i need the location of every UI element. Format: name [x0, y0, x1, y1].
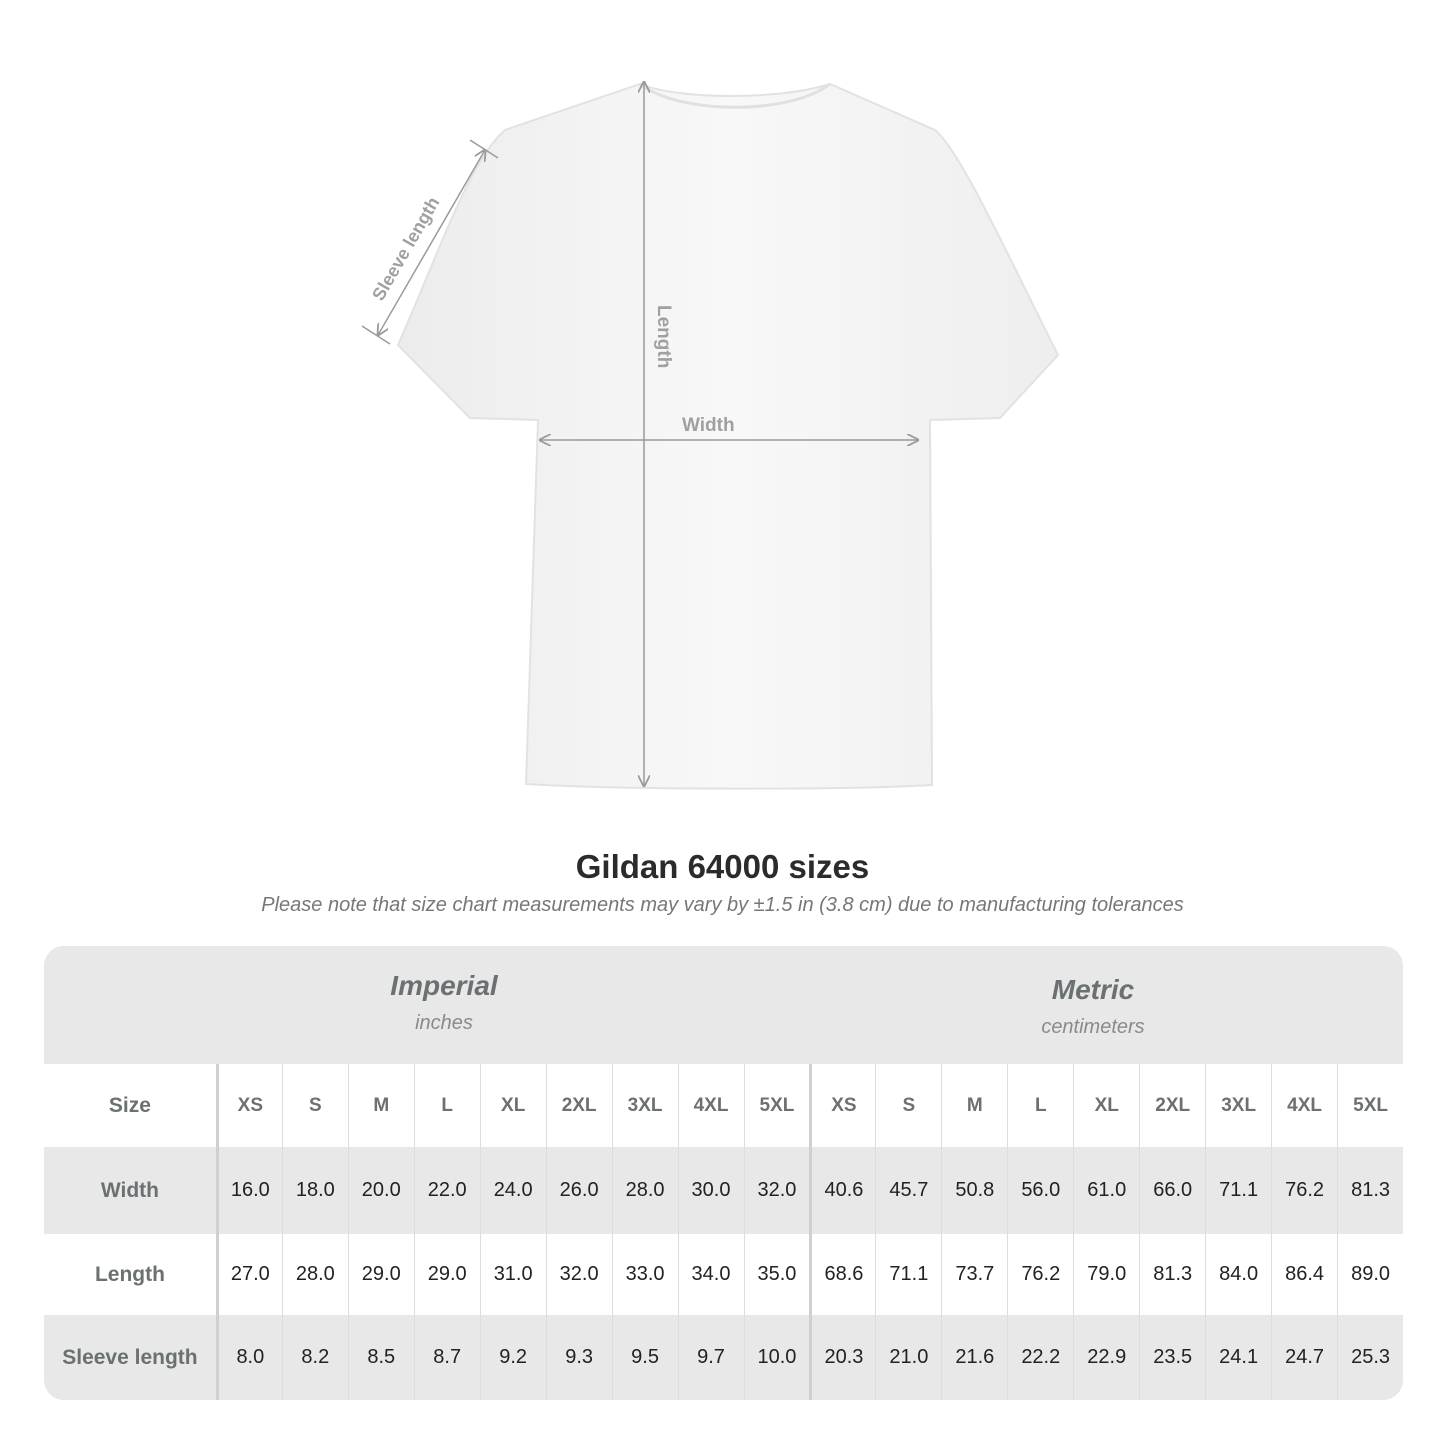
imperial-size-XS: XS [215, 1064, 282, 1147]
imperial-value: 35.0 [743, 1234, 810, 1315]
metric-value: 20.3 [809, 1315, 875, 1400]
metric-unit: centimeters [1041, 1016, 1145, 1038]
metric-value: 71.1 [1205, 1147, 1271, 1234]
imperial-value: 8.7 [413, 1315, 480, 1400]
table-header-band: Imperial inches Metric centimeters [44, 946, 1403, 1064]
row-label: Length [94, 1262, 165, 1286]
imperial-value: 32.0 [545, 1234, 612, 1315]
metric-value: 81.3 [1139, 1234, 1205, 1315]
metric-value: 24.1 [1205, 1315, 1271, 1400]
metric-value: 45.7 [875, 1147, 941, 1234]
metric-value: 76.2 [1271, 1147, 1337, 1234]
imperial-value: 9.3 [545, 1315, 612, 1400]
row-label: Sleeve length [62, 1345, 198, 1369]
imperial-value: 29.0 [413, 1234, 480, 1315]
page-title: Gildan 64000 sizes [575, 848, 870, 885]
table-row: Sleeve length 8.0 8.2 8.5 8.7 9.2 9.3 9.5 9.7 10.… [44, 1315, 1403, 1400]
imperial-value: 9.2 [479, 1315, 546, 1400]
imperial-value: 28.0 [281, 1234, 348, 1315]
row-label: Width [100, 1178, 159, 1202]
metric-value: 50.8 [941, 1147, 1007, 1234]
imperial-value: 9.5 [611, 1315, 678, 1400]
imperial-size-2XL: 2XL [545, 1064, 612, 1147]
metric-value: 81.3 [1337, 1147, 1403, 1234]
imperial-value: 26.0 [545, 1147, 612, 1234]
table-row: Length 27.0 28.0 29.0 29.0 31.0 32.0 33.0 34.0 35… [44, 1234, 1403, 1315]
metric-value: 25.3 [1337, 1315, 1403, 1400]
imperial-value: 16.0 [215, 1147, 282, 1234]
metric-value: 21.6 [941, 1315, 1007, 1400]
metric-size-M: M [941, 1064, 1007, 1147]
imperial-value: 29.0 [347, 1234, 414, 1315]
metric-value: 56.0 [1007, 1147, 1073, 1234]
imperial-value: 8.2 [281, 1315, 348, 1400]
metric-value: 89.0 [1337, 1234, 1403, 1315]
metric-value: 73.7 [941, 1234, 1007, 1315]
imperial-value: 24.0 [479, 1147, 546, 1234]
imperial-title: Imperial [390, 970, 498, 1001]
tshirt-shape [396, 82, 1060, 790]
length-label: Length [653, 305, 674, 368]
tolerance-note: Please note that size chart measurements… [261, 894, 1184, 916]
sleeve-arrow [378, 150, 485, 335]
imperial-value: 20.0 [347, 1147, 414, 1234]
metric-size-XS: XS [809, 1064, 875, 1147]
imperial-value: 9.7 [677, 1315, 744, 1400]
metric-value: 86.4 [1271, 1234, 1337, 1315]
imperial-value: 30.0 [677, 1147, 744, 1234]
imperial-value: 18.0 [281, 1147, 348, 1234]
metric-size-4XL: 4XL [1271, 1064, 1337, 1147]
imperial-size-M: M [347, 1064, 414, 1147]
imperial-value: 8.5 [347, 1315, 414, 1400]
imperial-value: 34.0 [677, 1234, 744, 1315]
imperial-value: 32.0 [743, 1147, 810, 1234]
imperial-value: 31.0 [479, 1234, 546, 1315]
metric-value: 84.0 [1205, 1234, 1271, 1315]
imperial-size-L: L [413, 1064, 480, 1147]
imperial-size-XL: XL [479, 1064, 546, 1147]
imperial-value: 8.0 [215, 1315, 282, 1400]
metric-size-5XL: 5XL [1337, 1064, 1403, 1147]
size-header-row: Size XS S M L XL 2XL 3XL 4XL 5XL XS S M L XL 2XL 3XL 4XL 5… [44, 1064, 1403, 1147]
metric-value: 79.0 [1073, 1234, 1139, 1315]
metric-header: Metric centimeters [893, 974, 1293, 1039]
metric-size-2XL: 2XL [1139, 1064, 1205, 1147]
imperial-size-3XL: 3XL [611, 1064, 678, 1147]
metric-value: 40.6 [809, 1147, 875, 1234]
imperial-value: 33.0 [611, 1234, 678, 1315]
metric-value: 22.2 [1007, 1315, 1073, 1400]
metric-title: Metric [1051, 974, 1135, 1005]
width-label: Width [682, 415, 735, 436]
metric-value: 22.9 [1073, 1315, 1139, 1400]
size-table: Imperial inches Metric centimeters Size X… [44, 946, 1403, 1400]
imperial-size-5XL: 5XL [743, 1064, 810, 1147]
imperial-size-4XL: 4XL [677, 1064, 744, 1147]
metric-size-S: S [875, 1064, 941, 1147]
imperial-value: 28.0 [611, 1147, 678, 1234]
metric-value: 24.7 [1271, 1315, 1337, 1400]
metric-size-XL: XL [1073, 1064, 1139, 1147]
metric-value: 76.2 [1007, 1234, 1073, 1315]
metric-value: 61.0 [1073, 1147, 1139, 1234]
imperial-unit: inches [415, 1012, 473, 1034]
imperial-value: 10.0 [743, 1315, 810, 1400]
imperial-value: 27.0 [215, 1234, 282, 1315]
imperial-size-S: S [281, 1064, 348, 1147]
imperial-header: Imperial inches [244, 970, 644, 1035]
metric-value: 66.0 [1139, 1147, 1205, 1234]
metric-value: 21.0 [875, 1315, 941, 1400]
table-row: Width 16.0 18.0 20.0 22.0 24.0 26.0 28.0 30.0 32.… [44, 1147, 1403, 1234]
metric-value: 71.1 [875, 1234, 941, 1315]
metric-value: 23.5 [1139, 1315, 1205, 1400]
tshirt-diagram: Sleeve length Length Width [361, 0, 1060, 790]
metric-size-L: L [1007, 1064, 1073, 1147]
size-label: Size [108, 1093, 151, 1117]
imperial-value: 22.0 [413, 1147, 480, 1234]
metric-size-3XL: 3XL [1205, 1064, 1271, 1147]
metric-value: 68.6 [809, 1234, 875, 1315]
